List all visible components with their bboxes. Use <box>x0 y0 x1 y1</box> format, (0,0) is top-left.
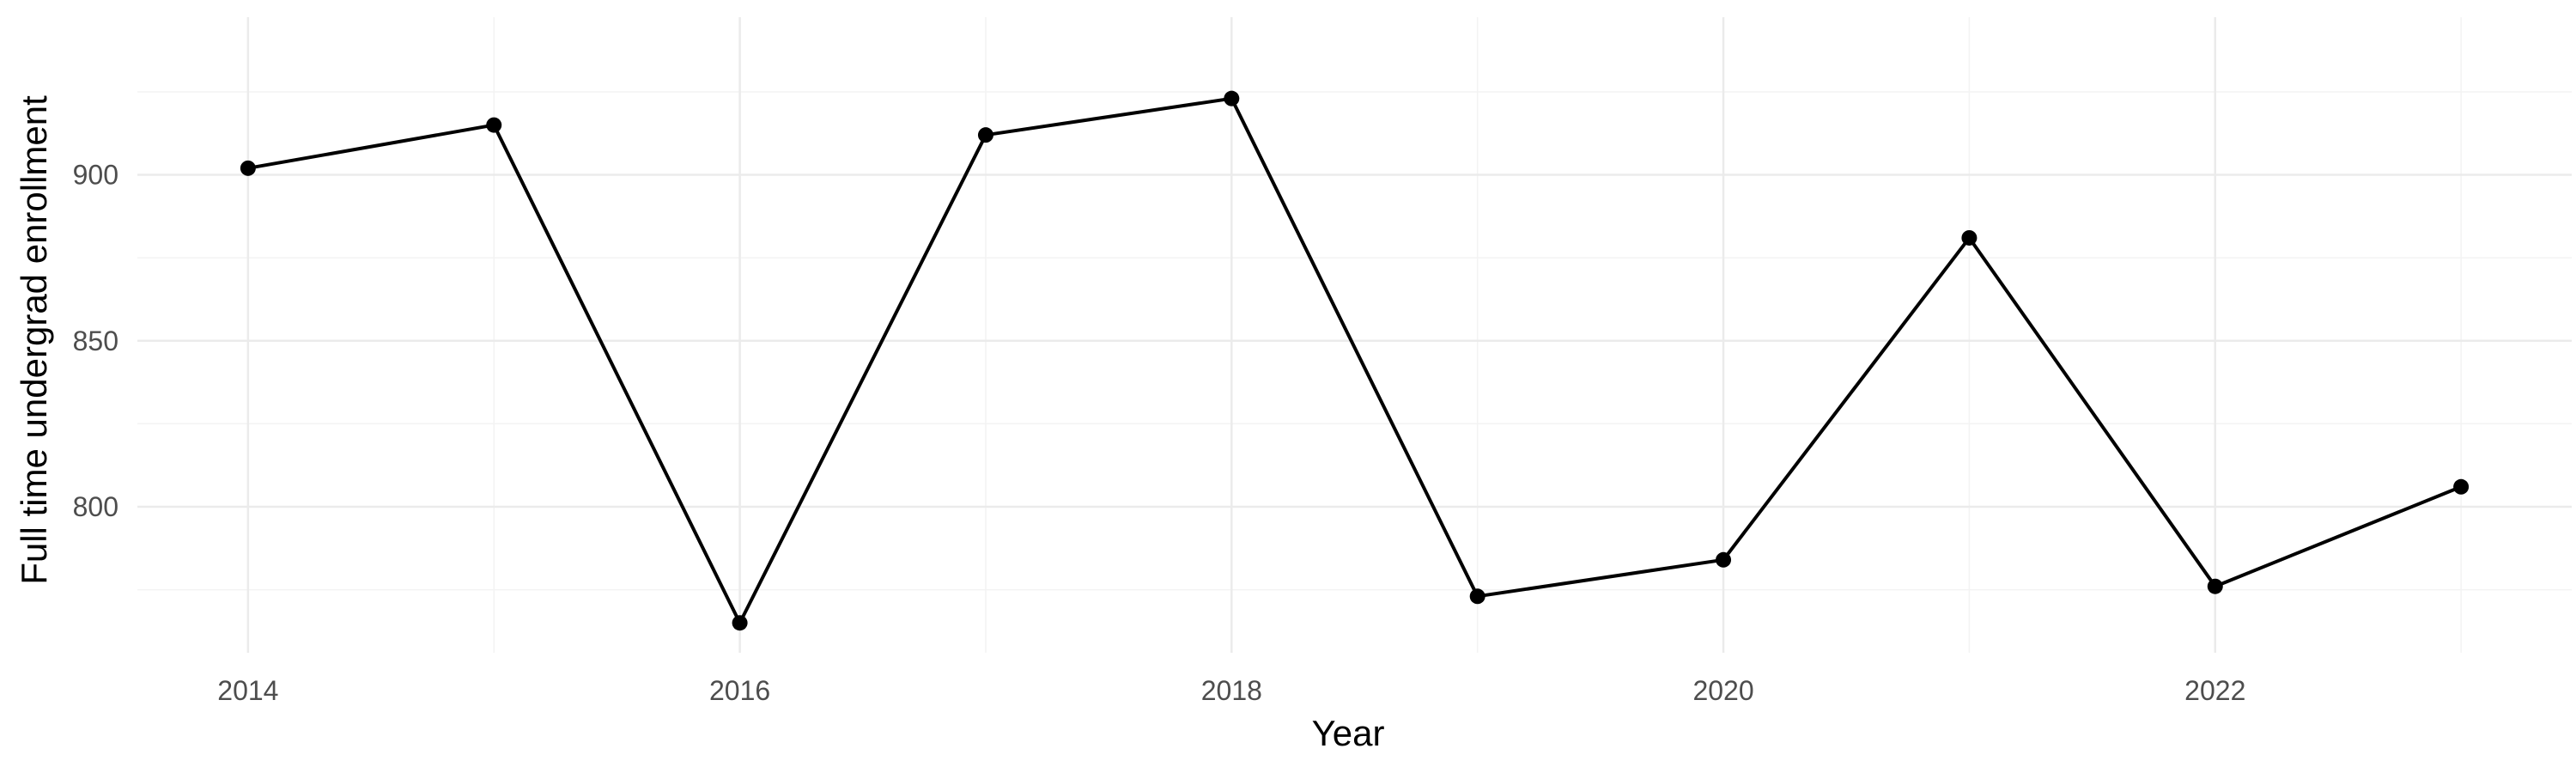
data-point <box>486 117 502 133</box>
data-point <box>2207 578 2223 594</box>
y-tick-label: 900 <box>73 160 118 191</box>
series-group <box>240 90 2470 631</box>
data-point <box>1961 229 1978 246</box>
data-point <box>1224 90 1240 107</box>
x-tick-label: 2014 <box>217 675 278 706</box>
grid <box>137 17 2572 653</box>
y-axis-ticks: 800 850 900 <box>73 160 118 522</box>
series-line <box>247 96 2462 625</box>
x-axis-ticks: 2014 2016 2018 2020 2022 <box>217 675 2245 706</box>
data-point <box>1469 588 1485 605</box>
x-tick-label: 2020 <box>1692 675 1753 706</box>
data-point <box>2453 478 2470 495</box>
y-tick-label: 800 <box>73 491 118 522</box>
data-point <box>977 127 993 143</box>
data-point <box>240 160 256 176</box>
data-point <box>732 615 748 631</box>
x-tick-label: 2016 <box>709 675 770 706</box>
data-point <box>1716 551 1732 568</box>
y-axis-title: Full time undergrad enrollment <box>14 95 54 585</box>
x-tick-label: 2022 <box>2184 675 2245 706</box>
x-axis-title: Year <box>1312 713 1385 753</box>
x-tick-label: 2018 <box>1201 675 1262 706</box>
y-tick-label: 850 <box>73 326 118 356</box>
